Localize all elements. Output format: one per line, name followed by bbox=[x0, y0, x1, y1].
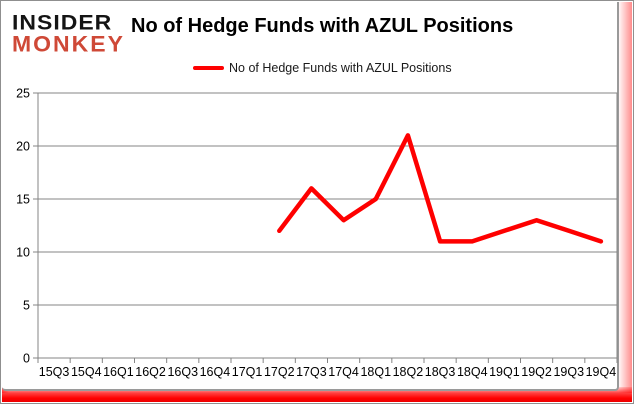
x-axis-label: 18Q1 bbox=[360, 365, 391, 379]
legend: No of Hedge Funds with AZUL Positions bbox=[193, 61, 452, 75]
x-axis-label: 18Q2 bbox=[393, 365, 424, 379]
y-axis-label: 25 bbox=[16, 87, 30, 101]
x-axis-label: 17Q2 bbox=[264, 365, 295, 379]
x-axis-label: 15Q3 bbox=[39, 365, 70, 379]
insider-monkey-logo: INSIDER MONKEY bbox=[12, 10, 125, 57]
logo-line-insider: INSIDER bbox=[12, 10, 113, 34]
x-axis-label: 18Q3 bbox=[425, 365, 456, 379]
x-axis-label: 17Q3 bbox=[296, 365, 327, 379]
red-glow-right bbox=[618, 2, 632, 393]
x-axis-label: 17Q1 bbox=[232, 365, 263, 379]
y-axis-label: 10 bbox=[16, 246, 30, 260]
x-axis-label: 19Q1 bbox=[489, 365, 520, 379]
x-axis-label: 19Q4 bbox=[586, 365, 617, 379]
plot-border bbox=[37, 92, 618, 359]
x-axis-label: 16Q1 bbox=[103, 365, 134, 379]
x-axis-label: 16Q3 bbox=[167, 365, 198, 379]
logo-line-monkey: MONKEY bbox=[12, 31, 125, 57]
y-axis-label: 5 bbox=[23, 299, 30, 313]
legend-line-swatch bbox=[193, 66, 224, 70]
x-axis-label: 16Q2 bbox=[135, 365, 166, 379]
x-axis-label: 19Q3 bbox=[553, 365, 584, 379]
y-axis-label: 15 bbox=[16, 193, 30, 207]
x-axis-label: 16Q4 bbox=[200, 365, 231, 379]
legend-label: No of Hedge Funds with AZUL Positions bbox=[229, 61, 452, 75]
y-axis-label: 0 bbox=[23, 352, 30, 366]
x-axis-label: 18Q4 bbox=[457, 365, 488, 379]
data-series-line bbox=[277, 133, 604, 244]
x-axis-label: 19Q2 bbox=[521, 365, 552, 379]
y-axis-label: 20 bbox=[16, 140, 30, 154]
chart-card: INSIDER MONKEY No of Hedge Funds with AZ… bbox=[2, 2, 619, 391]
chart-title: No of Hedge Funds with AZUL Positions bbox=[131, 15, 514, 37]
x-axis-label: 15Q4 bbox=[71, 365, 102, 379]
x-axis-label: 17Q4 bbox=[328, 365, 359, 379]
